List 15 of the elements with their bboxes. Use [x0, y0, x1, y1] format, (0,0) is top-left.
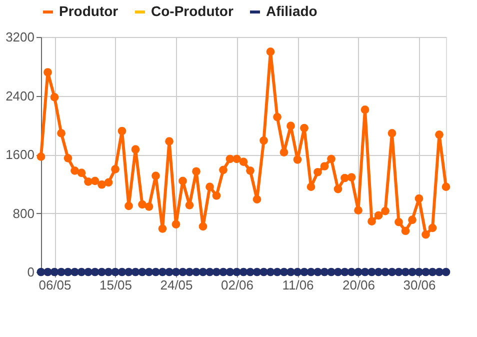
x-tick-label: 06/05: [38, 278, 72, 292]
y-tick-label: 2400: [6, 88, 34, 104]
legend-label: Co-Produtor: [151, 3, 234, 19]
x-tick-label: 24/05: [160, 278, 193, 292]
y-tick-label: 800: [12, 206, 34, 221]
legend-label: Afiliado: [266, 3, 318, 19]
legend-label: Produtor: [59, 3, 119, 19]
y-tick-label: 1600: [6, 147, 34, 162]
y-tick-label: 3200: [6, 30, 34, 44]
x-tick-label: 11/06: [282, 278, 314, 292]
x-tick-label: 20/06: [342, 278, 376, 292]
x-tick-label: 02/06: [220, 278, 254, 292]
y-tick-label: 0: [27, 264, 34, 280]
x-tick-label: 30/06: [403, 278, 436, 292]
x-tick-label: 15/05: [99, 278, 132, 292]
